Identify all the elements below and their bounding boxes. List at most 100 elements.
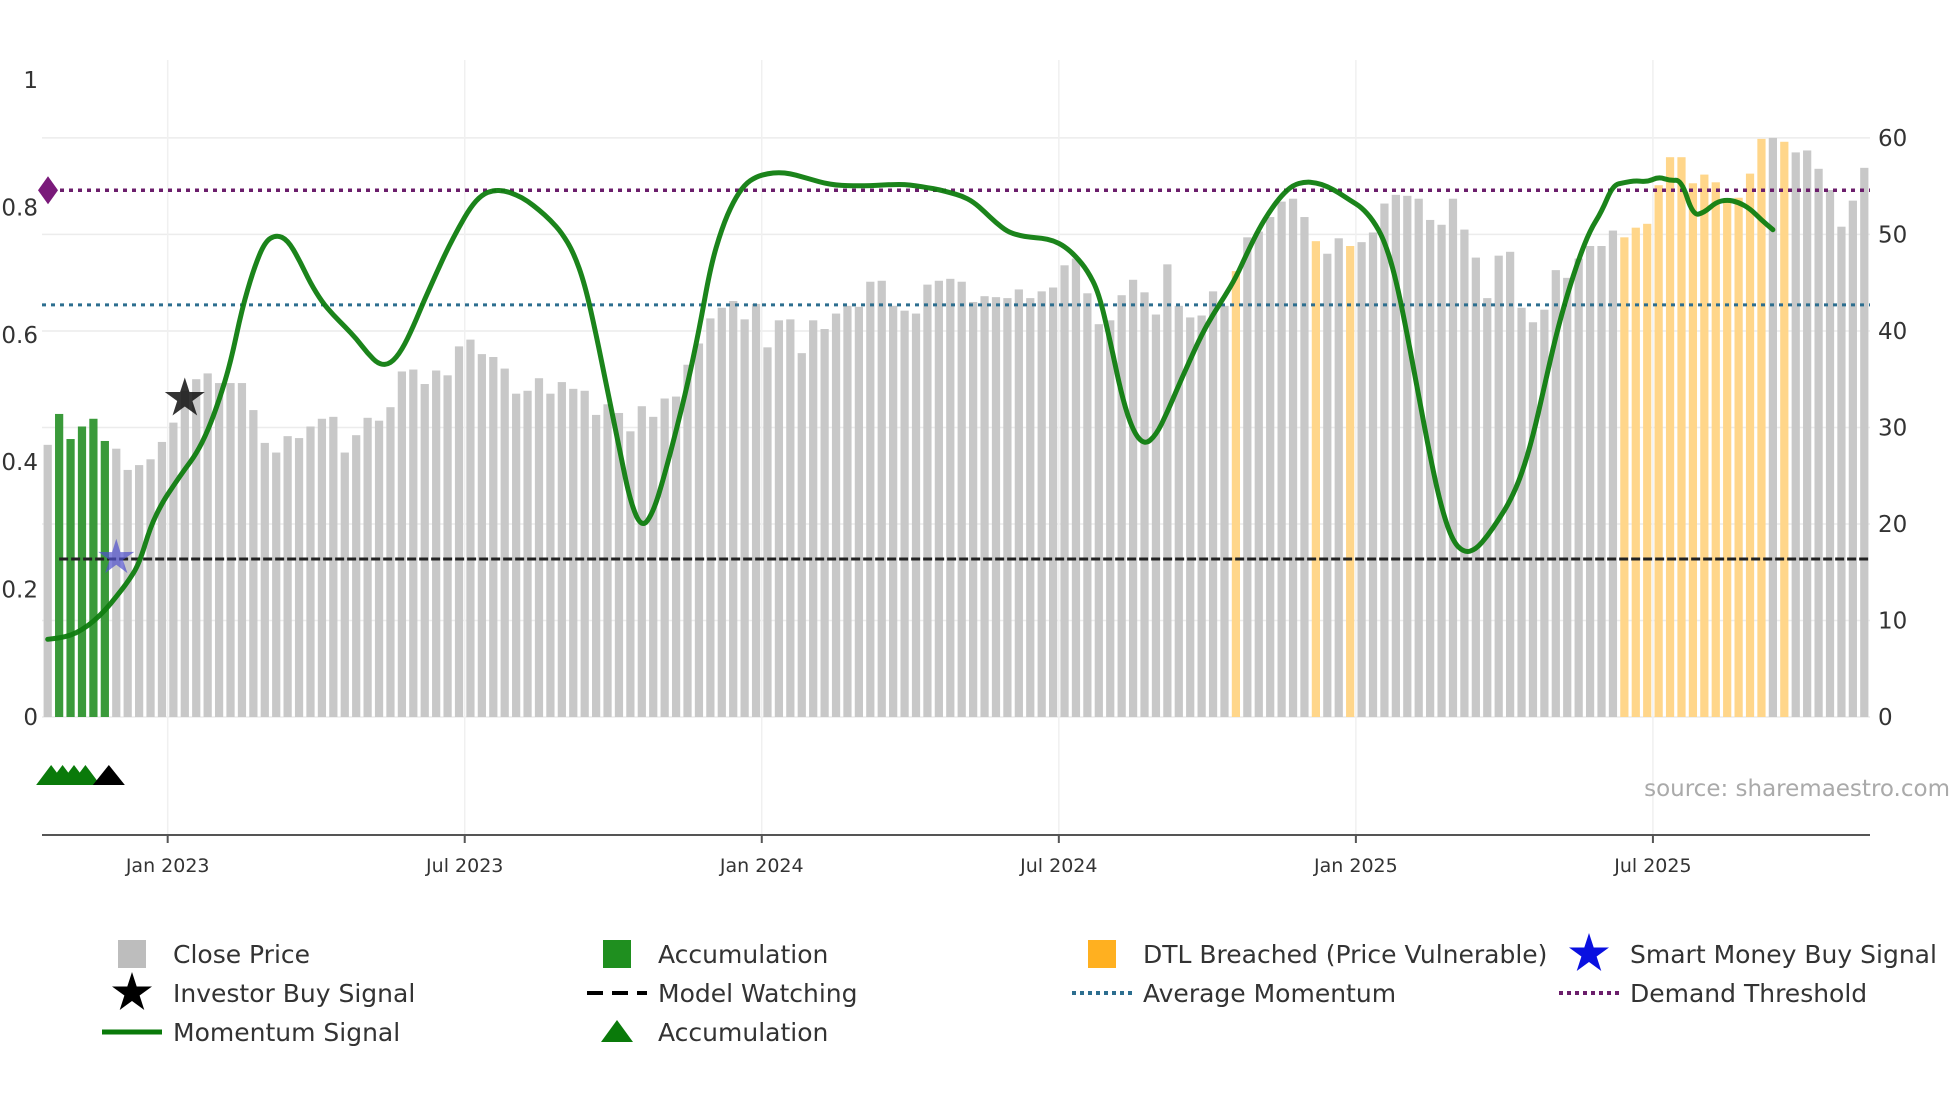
price-bar [77,426,87,717]
price-bar [443,375,452,717]
price-bar [237,383,247,717]
price-bar [226,383,235,717]
price-bar [1380,203,1389,717]
price-bar [374,420,384,717]
price-bar [1231,271,1241,717]
price-bar [797,353,806,717]
price-bar [55,413,64,717]
price-bar [192,379,201,717]
momentum-line [45,170,1776,642]
price-bar [1083,293,1092,717]
legend-item: Model Watching [587,979,858,1008]
price-bar [1140,292,1149,717]
price-bar [1643,223,1652,718]
price-bar [294,438,304,717]
gridlines [42,60,1870,835]
legend-item: Smart Money Buy Signal [1569,933,1937,971]
price-bar [1723,200,1732,718]
price-bar [957,281,966,717]
price-bar [1288,198,1298,718]
price-bar [1700,174,1709,718]
price-bar [740,319,749,717]
price-bar [1848,200,1857,718]
price-bar [1014,289,1023,717]
price-bar [1585,246,1595,718]
price-bar [1825,190,1835,717]
price-bar [1403,195,1412,717]
price-bar [112,448,121,717]
price-bar [934,280,943,717]
price-bar [1860,167,1869,717]
price-bar [1048,287,1058,717]
y-right-tick-label: 0 [1878,705,1893,731]
model-watching-triangle [92,765,125,785]
price-bar [89,418,98,717]
price-bar [1631,227,1640,717]
price-bar [1426,219,1435,718]
price-bar [512,393,521,717]
accumulation-triangle-legend-icon [601,1020,633,1042]
y-left-tick-label: 0.4 [1,450,38,476]
price-bar [306,426,315,717]
price-bar [1757,138,1766,717]
legend-label: Model Watching [658,979,858,1008]
price-bar [671,396,681,717]
price-bar [1163,264,1172,717]
price-bar [169,422,178,717]
y-left-tick-label: 1 [23,68,38,94]
legend-label: Momentum Signal [173,1018,400,1047]
price-bar [1448,198,1458,718]
price-bar [1483,298,1492,717]
price-bar [1803,150,1812,717]
y-left-tick-label: 0 [23,705,38,731]
price-bar [854,306,864,717]
price-bar [1220,305,1229,717]
accumulation-triangle [70,765,101,785]
price-bar [1608,230,1618,717]
price-bar [249,410,258,717]
price-bar [1197,315,1206,717]
price-bar [729,301,738,717]
accumulation-legend-icon [603,940,631,968]
price-bar [1323,253,1332,717]
price-bar [203,373,212,717]
legend-item: Close Price [118,940,310,969]
price-bar [1311,241,1321,717]
x-tick-label: Jul 2024 [1019,855,1097,877]
price-bar [1037,291,1046,717]
y-left-tick-label: 0.8 [1,195,38,221]
legend-item: Investor Buy Signal [112,972,415,1010]
price-bar [1654,185,1663,717]
price-bar [889,305,898,717]
price-bar [706,318,715,717]
price-bar [1505,251,1515,717]
legend-label: Accumulation [658,1018,828,1047]
y-left-tick-label: 0.6 [1,323,38,349]
price-bar [1106,320,1115,717]
price-bar [1391,194,1400,717]
x-tick-label: Jul 2023 [425,855,503,877]
price-bar [1665,157,1675,717]
price-bar [1117,295,1126,717]
price-bar [1071,258,1081,717]
price-bar [809,320,818,717]
price-bar [1745,173,1755,717]
price-bar [432,370,441,717]
legend-label: Demand Threshold [1630,979,1867,1008]
price-bar [454,346,464,717]
price-bar [626,431,635,717]
price-bar [1266,217,1275,717]
y-right-tick-label: 50 [1878,222,1907,248]
price-bar [489,356,498,717]
price-bar [969,301,978,717]
price-bar [866,281,875,717]
price-bar [523,390,532,717]
price-bar [386,407,395,717]
price-bar [923,284,932,717]
x-tick-label: Jan 2024 [719,855,804,877]
source-label: source: sharemaestro.com [1644,776,1950,802]
price-bar [272,452,281,717]
price-bar [1346,246,1355,718]
smart-money-legend-icon [1569,933,1609,971]
price-bar [317,418,327,717]
